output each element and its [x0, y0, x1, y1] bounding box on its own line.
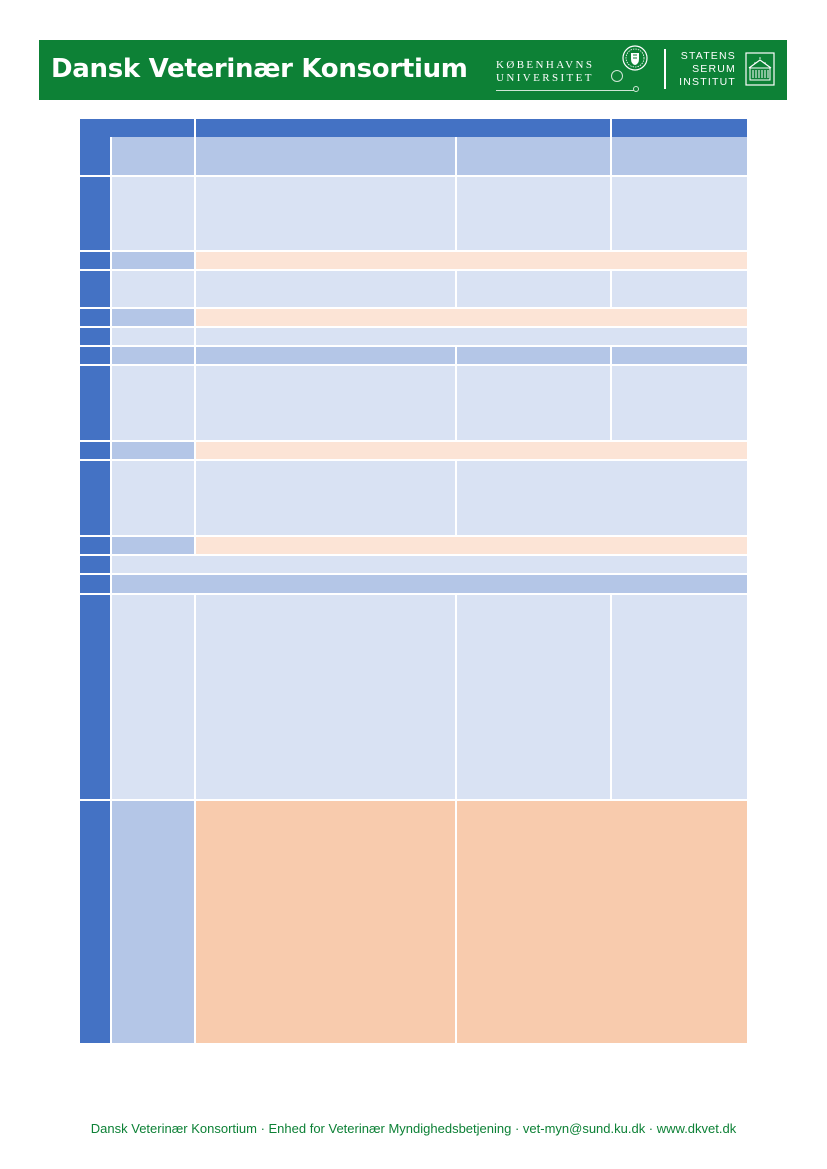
consortium-title: Dansk Veterinær Konsortium	[51, 54, 468, 84]
field-value-cell[interactable]	[457, 595, 610, 799]
field-value-cell[interactable]	[457, 177, 610, 250]
field-value-cell[interactable]	[112, 556, 747, 573]
row-number-cell	[80, 537, 110, 554]
field-value-cell[interactable]	[457, 366, 610, 440]
row-number-cell	[80, 137, 110, 175]
field-label-cell	[112, 137, 194, 175]
field-value-cell[interactable]	[612, 271, 747, 307]
field-value-cell[interactable]	[196, 537, 747, 554]
ssi-building-icon	[745, 52, 775, 86]
row-number-cell	[80, 328, 110, 345]
field-label-cell	[112, 537, 194, 554]
university-logo-line	[496, 90, 636, 91]
university-logo-dot	[633, 86, 639, 92]
field-value-cell[interactable]	[612, 366, 747, 440]
field-value-cell[interactable]	[196, 271, 455, 307]
institute-name-line-1: STATENS	[680, 50, 736, 62]
field-value-cell[interactable]	[196, 366, 455, 440]
field-value-cell[interactable]	[457, 271, 610, 307]
field-label-cell	[112, 252, 194, 269]
field-value-cell[interactable]	[112, 595, 194, 799]
field-header-cell	[457, 347, 610, 364]
university-logo-ring	[611, 70, 623, 82]
field-value-cell[interactable]	[196, 801, 455, 1043]
page-header: Dansk Veterinær Konsortium KØBENHAVNS UN…	[39, 40, 787, 100]
row-number-cell	[80, 366, 110, 440]
ku-seal-icon	[622, 45, 648, 71]
university-name-line-2: UNIVERSITET	[496, 72, 594, 84]
field-value-cell[interactable]	[457, 801, 747, 1043]
field-value-cell[interactable]	[112, 366, 194, 440]
university-name: KØBENHAVNS UNIVERSITET	[496, 59, 594, 85]
field-value-cell[interactable]	[196, 442, 747, 459]
field-value-cell[interactable]	[112, 271, 194, 307]
row-number-cell	[80, 461, 110, 535]
logo-divider	[664, 49, 666, 89]
field-value-cell[interactable]	[112, 461, 194, 535]
table-header-cell	[196, 119, 610, 137]
row-number-cell	[80, 177, 110, 250]
row-number-cell	[80, 801, 110, 1043]
field-header-cell	[196, 137, 455, 175]
row-number-cell	[80, 347, 110, 364]
row-number-cell	[80, 309, 110, 326]
field-value-cell[interactable]	[196, 328, 747, 345]
field-label-cell	[112, 347, 194, 364]
field-value-cell[interactable]	[196, 595, 455, 799]
row-number-cell	[80, 252, 110, 269]
institute-name-line-2: SERUM	[692, 63, 736, 75]
field-value-cell[interactable]	[612, 595, 747, 799]
row-number-cell	[80, 595, 110, 799]
field-header-cell	[196, 347, 455, 364]
field-value-cell[interactable]	[196, 309, 747, 326]
field-value-cell[interactable]	[457, 461, 747, 535]
field-header-cell	[457, 137, 610, 175]
field-value-cell[interactable]	[112, 328, 194, 345]
university-name-line-1: KØBENHAVNS	[496, 59, 595, 71]
field-value-cell[interactable]	[612, 177, 747, 250]
field-label-cell	[112, 442, 194, 459]
page-footer: Dansk Veterinær Konsortium · Enhed for V…	[90, 1121, 737, 1136]
section-header-cell	[112, 575, 747, 593]
field-header-cell	[612, 137, 747, 175]
row-number-cell	[80, 442, 110, 459]
institute-name-line-3: INSTITUT	[679, 76, 736, 88]
row-number-cell	[80, 271, 110, 307]
row-number-cell	[80, 556, 110, 573]
table-header-cell	[80, 119, 194, 137]
table-header-cell	[612, 119, 747, 137]
field-header-cell	[612, 347, 747, 364]
field-value-cell[interactable]	[196, 461, 455, 535]
field-value-cell[interactable]	[112, 177, 194, 250]
field-label-cell	[112, 309, 194, 326]
institute-name: STATENS SERUM INSTITUT	[672, 50, 736, 89]
field-value-cell[interactable]	[196, 177, 455, 250]
field-label-cell	[112, 801, 194, 1043]
field-value-cell[interactable]	[196, 252, 747, 269]
row-number-cell	[80, 575, 110, 593]
